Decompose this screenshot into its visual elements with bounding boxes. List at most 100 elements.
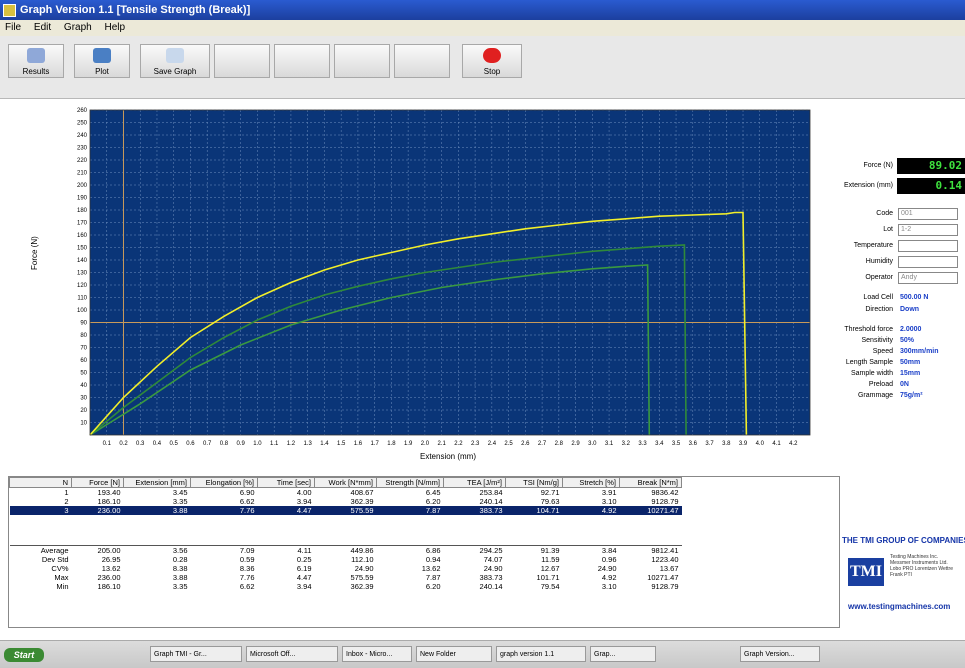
x-tick-label: 2.2	[454, 441, 463, 447]
col-header[interactable]: Work [N*mm]	[314, 477, 377, 488]
cell: 24.90	[597, 564, 617, 573]
table-row-selected[interactable]: 3 236.00 3.88 7.76 4.47 575.59 7.87 383.…	[9, 506, 682, 515]
plot-button-label: Plot	[95, 67, 109, 76]
field-humidity-input[interactable]	[898, 256, 958, 268]
col-header[interactable]: Force [N]	[71, 477, 124, 488]
cell: 6.62	[239, 497, 255, 506]
col-header[interactable]: TEA [J/m²]	[443, 477, 506, 488]
x-tick-label: 1.5	[337, 441, 346, 447]
cell: 6.86	[376, 545, 444, 555]
cell: 186.10	[97, 497, 121, 506]
cell: 236.00	[71, 506, 124, 515]
y-tick-label: 220	[77, 158, 88, 164]
cell: Max	[54, 573, 69, 582]
force-readout: Force (N) 89.02	[840, 158, 965, 174]
field-lot: Lot 1-2	[840, 222, 965, 238]
taskbar: Start Graph TMI - Gr... Microsoft Off...…	[0, 640, 965, 668]
x-tick-label: 0.8	[220, 441, 229, 447]
field-code-input[interactable]: 001	[898, 208, 958, 220]
cell: 3.88	[123, 506, 191, 515]
stats-row-devstd: Dev Std 26.95 0.28 0.59 0.25 112.10 0.94…	[10, 555, 682, 564]
taskbar-item[interactable]: Microsoft Off...	[246, 646, 338, 662]
cell: 6.90	[239, 488, 255, 497]
col-header[interactable]: Strength [N/mm]	[376, 477, 444, 488]
x-tick-label: 3.8	[722, 441, 731, 447]
param-label: Threshold force	[844, 326, 893, 333]
cell: 0.28	[172, 555, 188, 564]
taskbar-item[interactable]: Inbox - Micro...	[342, 646, 412, 662]
col-header[interactable]: Extension [mm]	[123, 477, 191, 488]
cell: 0.96	[601, 555, 617, 564]
x-tick-label: 3.0	[588, 441, 597, 447]
col-header[interactable]: Stretch [%]	[562, 477, 620, 488]
y-tick-label: 120	[77, 283, 88, 289]
title-bar: Graph Version 1.1 [Tensile Strength (Bre…	[0, 0, 965, 20]
website-link[interactable]: www.testingmachines.com	[848, 602, 951, 611]
cell: 3	[9, 506, 72, 515]
field-temperature-input[interactable]	[898, 240, 958, 252]
results-grid: N Force [N] Extension [mm] Elongation [%…	[9, 477, 682, 591]
direction-value: Down	[900, 306, 920, 313]
menu-file[interactable]: File	[5, 22, 22, 33]
cell: 91.39	[505, 545, 563, 555]
table-row[interactable]: 2 186.10 3.35 6.62 3.94 362.39 6.20 240.…	[10, 497, 682, 506]
taskbar-item[interactable]: Graph TMI - Gr...	[150, 646, 242, 662]
cell: 4.92	[562, 506, 620, 515]
cell: 10271.47	[619, 506, 682, 515]
cell: 3.45	[172, 488, 188, 497]
param-value: 0N	[900, 381, 909, 388]
cell: 3.56	[123, 545, 191, 555]
cell: 9836.42	[651, 488, 679, 497]
field-lot-input[interactable]: 1-2	[898, 224, 958, 236]
y-tick-label: 50	[80, 371, 87, 377]
cell: 9128.79	[651, 497, 679, 506]
y-tick-label: 190	[77, 196, 88, 202]
force-readout-value: 89.02	[897, 158, 965, 174]
col-header[interactable]: Time [sec]	[257, 477, 315, 488]
cell: 1223.40	[651, 555, 679, 564]
menu-help[interactable]: Help	[104, 22, 126, 33]
toolbar-button-7[interactable]	[394, 44, 450, 78]
taskbar-item[interactable]: New Folder	[416, 646, 492, 662]
field-operator-input[interactable]: Andy	[898, 272, 958, 284]
toolbar-button-6[interactable]	[334, 44, 390, 78]
taskbar-item[interactable]: graph version 1.1	[496, 646, 586, 662]
save-graph-button[interactable]: Save Graph	[140, 44, 210, 78]
col-header[interactable]: N	[9, 477, 72, 488]
col-header[interactable]: Break [N*m]	[619, 477, 682, 488]
col-header[interactable]: TSI [Nm/g]	[505, 477, 563, 488]
menu-graph[interactable]: Graph	[63, 22, 92, 33]
y-tick-label: 260	[77, 108, 88, 114]
cell: 3.10	[601, 582, 617, 591]
field-lot-label: Lot	[883, 226, 893, 233]
menu-edit[interactable]: Edit	[33, 22, 52, 33]
plot-button[interactable]: Plot	[74, 44, 130, 78]
x-tick-label: 3.2	[622, 441, 631, 447]
x-tick-label: 1.2	[287, 441, 296, 447]
cell: 10271.47	[647, 573, 679, 582]
stats-row-average: Average 205.00 3.56 7.09 4.11 449.86 6.8…	[9, 545, 682, 555]
stop-button[interactable]: Stop	[462, 44, 522, 78]
x-tick-label: 0.1	[103, 441, 112, 447]
results-button[interactable]: Results	[8, 44, 64, 78]
cell: 24.90	[483, 564, 503, 573]
cell: 362.39	[350, 582, 374, 591]
cell: 186.10	[97, 582, 121, 591]
taskbar-item[interactable]: Grap...	[590, 646, 656, 662]
toolbar-button-4[interactable]	[214, 44, 270, 78]
cell: 253.84	[479, 488, 503, 497]
start-button[interactable]: Start	[4, 648, 44, 662]
cell: 4.00	[296, 488, 312, 497]
cell: 7.76	[190, 506, 258, 515]
table-row[interactable]: 1 193.40 3.45 6.90 4.00 408.67 6.45 253.…	[10, 488, 682, 497]
col-header[interactable]: Elongation [%]	[190, 477, 258, 488]
y-tick-label: 130	[77, 271, 88, 277]
x-tick-label: 2.5	[504, 441, 513, 447]
taskbar-item[interactable]: Graph Version...	[740, 646, 820, 662]
field-humidity-label: Humidity	[865, 258, 893, 265]
toolbar-button-5[interactable]	[274, 44, 330, 78]
extension-readout: Extension (mm) 0.14	[840, 178, 965, 194]
x-tick-label: 3.3	[638, 441, 647, 447]
cell: 3.94	[296, 497, 312, 506]
param-sensitivity: Sensitivity 50%	[840, 333, 965, 349]
